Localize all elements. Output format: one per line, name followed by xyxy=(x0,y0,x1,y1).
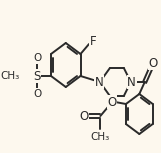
Text: F: F xyxy=(90,34,96,47)
Text: CH₃: CH₃ xyxy=(91,132,110,142)
Text: N: N xyxy=(127,75,136,88)
Text: O: O xyxy=(149,56,158,69)
Text: S: S xyxy=(33,69,41,82)
Text: O: O xyxy=(33,89,41,99)
Text: O: O xyxy=(80,110,89,123)
Text: CH₃: CH₃ xyxy=(0,71,19,81)
Text: N: N xyxy=(95,75,103,88)
Text: O: O xyxy=(107,95,117,108)
Text: O: O xyxy=(33,53,41,63)
